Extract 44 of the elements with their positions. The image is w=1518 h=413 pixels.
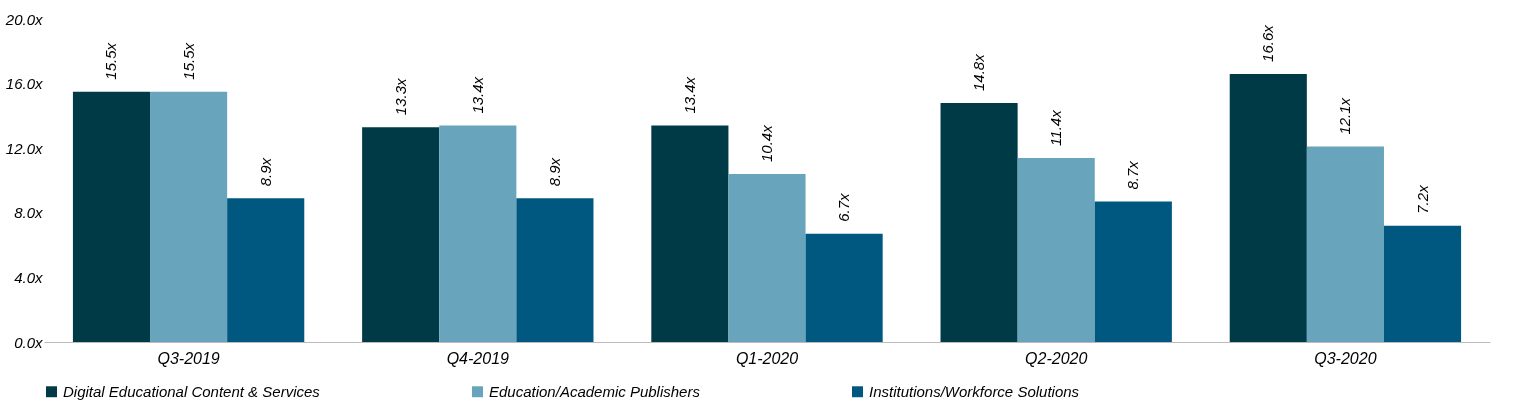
bar — [1229, 73, 1307, 342]
bar — [651, 125, 729, 342]
data-label: 13.3x — [391, 78, 409, 116]
data-label: 8.9x — [545, 157, 563, 187]
data-label: 16.6x — [1259, 24, 1277, 62]
bar — [516, 198, 594, 342]
x-tick-label: Q4-2019 — [446, 349, 510, 367]
x-tick-label: Q3-2019 — [157, 349, 220, 367]
y-tick-label: 12.0x — [5, 139, 43, 157]
bar — [362, 127, 440, 342]
legend-label: Digital Educational Content & Services — [63, 382, 321, 400]
data-label: 11.4x — [1047, 109, 1065, 146]
bar — [728, 174, 806, 342]
data-label: 6.7x — [835, 192, 853, 222]
bar — [150, 91, 228, 342]
x-tick-label: Q2-2020 — [1025, 349, 1088, 367]
bar — [1383, 225, 1462, 342]
data-label: 15.5x — [102, 42, 120, 80]
bar — [72, 91, 151, 342]
x-tick-label: Q1-2020 — [735, 349, 799, 367]
y-tick-label: 16.0x — [5, 75, 43, 93]
y-tick-label: 0.0x — [14, 333, 43, 351]
data-label: 13.4x — [680, 76, 698, 114]
bar — [940, 102, 1018, 342]
bar — [1306, 146, 1384, 342]
data-label: 15.5x — [179, 42, 197, 80]
y-tick-label: 8.0x — [14, 204, 43, 222]
x-tick-label: Q3-2020 — [1314, 349, 1377, 367]
data-label: 8.9x — [256, 157, 274, 187]
bar — [1094, 201, 1172, 342]
bar — [1017, 157, 1095, 342]
data-label: 14.8x — [970, 53, 988, 91]
y-tick-label: 20.0x — [4, 10, 43, 28]
bar — [227, 198, 305, 342]
bar — [439, 125, 517, 342]
data-label: 13.4x — [468, 76, 486, 114]
legend-label: Institutions/Workforce Solutions — [869, 382, 1080, 400]
data-label: 12.1x — [1336, 97, 1354, 135]
bar — [805, 233, 883, 342]
data-label: 10.4x — [758, 124, 775, 163]
data-label: 7.2x — [1413, 184, 1431, 214]
legend-label: Education/Academic Publishers — [489, 382, 701, 400]
y-tick-label: 4.0x — [14, 268, 43, 286]
data-label: 8.7x — [1124, 160, 1142, 190]
